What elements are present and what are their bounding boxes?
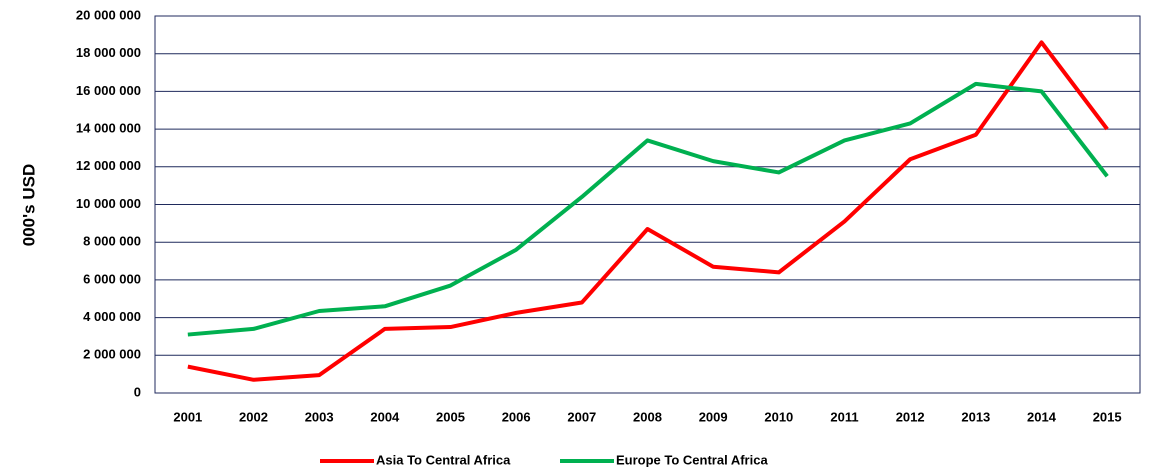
x-tick-label: 2012 [896,409,925,424]
x-tick-label: 2013 [961,409,990,424]
x-tick-label: 2005 [436,409,465,424]
x-tick-label: 2014 [1027,409,1057,424]
y-tick-label: 4 000 000 [83,309,141,324]
line [187,81,1109,337]
plot-border [154,15,1141,394]
x-tick-label: 2004 [370,409,400,424]
legend-label: Asia To Central Africa [376,452,511,467]
y-tick-label: 10 000 000 [76,196,141,211]
y-tick-label: 12 000 000 [76,158,141,173]
y-tick-label: 16 000 000 [76,83,141,98]
y-axis-label: 000's USD [19,164,38,246]
y-tick-label: 0 [134,384,141,399]
x-tick-label: 2001 [173,409,202,424]
y-tick-label: 18 000 000 [76,45,141,60]
y-tick-label: 20 000 000 [76,7,141,22]
x-tick-label: 2006 [502,409,531,424]
x-tick-label: 2008 [633,409,662,424]
line [187,40,1109,382]
x-tick-label: 2009 [699,409,728,424]
y-tick-label: 6 000 000 [83,271,141,286]
x-tick-label: 2003 [305,409,334,424]
y-tick-label: 14 000 000 [76,121,141,136]
x-tick-label: 2011 [830,409,858,424]
y-tick-label: 2 000 000 [83,347,141,362]
y-tick-label: 8 000 000 [83,234,141,249]
x-tick-label: 2010 [764,409,793,424]
legend-label: Europe To Central Africa [616,452,768,467]
x-tick-label: 2002 [239,409,268,424]
x-tick-label: 2015 [1093,409,1122,424]
x-tick-label: 2007 [567,409,596,424]
